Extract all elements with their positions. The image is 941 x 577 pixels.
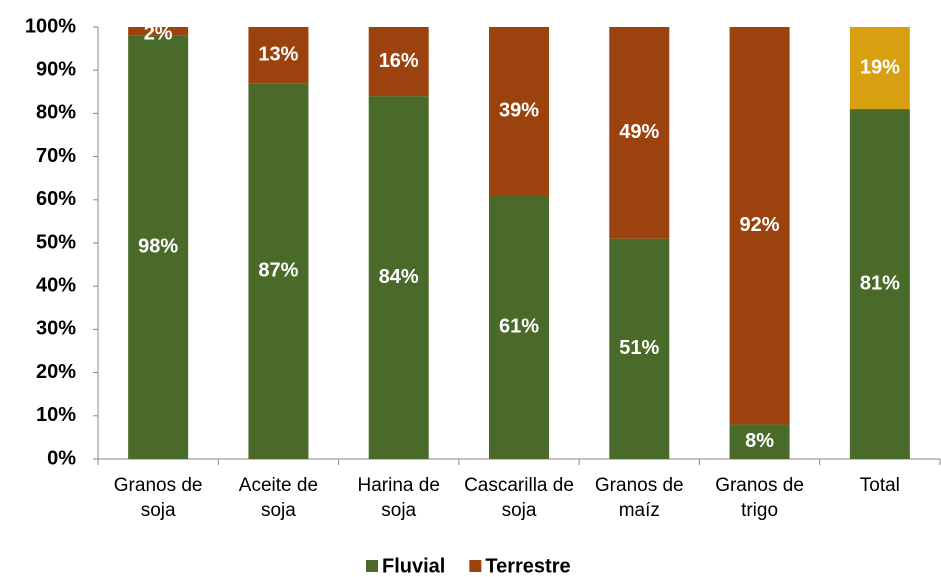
bar-segment: [128, 27, 189, 36]
data-label: 49%: [619, 121, 659, 143]
x-tick-label: Granos de soja: [113, 475, 203, 521]
data-label: 19%: [860, 56, 900, 78]
bar-segment: [489, 27, 549, 196]
y-tick-label: 20%: [36, 361, 76, 383]
bar-segment: [609, 238, 670, 459]
y-tick-label: 90%: [36, 58, 76, 80]
x-tick-label: Cascarilla de soja: [464, 475, 574, 521]
data-label: 81%: [860, 272, 900, 294]
x-tick-label: Total: [859, 475, 900, 496]
bar-segment: [368, 96, 429, 460]
bar-segment: [368, 27, 429, 97]
bar-segment: [248, 27, 309, 84]
x-tick-label: Granos de maíz: [594, 475, 684, 521]
data-label: 61%: [499, 316, 539, 338]
data-label: 2%: [144, 23, 173, 45]
data-label: 16%: [379, 50, 419, 72]
bar-segment: [128, 35, 189, 459]
data-label: 51%: [619, 337, 659, 359]
y-tick-label: 70%: [36, 145, 76, 167]
legend-label: Terrestre: [485, 555, 570, 577]
y-tick-label: 60%: [36, 188, 76, 210]
data-label: 98%: [138, 236, 178, 258]
y-tick-label: 80%: [36, 102, 76, 124]
bar-segment: [609, 27, 670, 239]
y-tick-label: 10%: [36, 404, 76, 426]
bar-segment: [489, 195, 549, 460]
bar-segment: [849, 27, 910, 110]
legend-swatch: [469, 560, 482, 572]
legend-label: Fluvial: [382, 555, 445, 577]
data-label: 92%: [740, 214, 780, 236]
y-tick-label: 0%: [47, 447, 76, 469]
x-tick-label: Granos de trigo: [715, 475, 804, 521]
x-tick-label: Harina de soja: [357, 475, 440, 521]
y-tick-label: 30%: [36, 318, 76, 340]
x-tick-label: Aceite de soja: [238, 475, 319, 521]
data-label: 39%: [499, 100, 539, 122]
data-label: 13%: [258, 43, 298, 65]
bar-segment: [248, 83, 309, 459]
legend-swatch: [366, 560, 378, 572]
y-tick-label: 100%: [25, 15, 76, 37]
bar-segment: [729, 27, 790, 425]
bar-segment: [729, 424, 790, 459]
y-tick-label: 50%: [36, 231, 76, 253]
data-label: 84%: [379, 266, 419, 288]
data-label: 87%: [258, 259, 298, 281]
bar-segment: [849, 109, 910, 459]
y-tick-label: 40%: [36, 274, 76, 296]
data-label: 8%: [745, 430, 774, 452]
